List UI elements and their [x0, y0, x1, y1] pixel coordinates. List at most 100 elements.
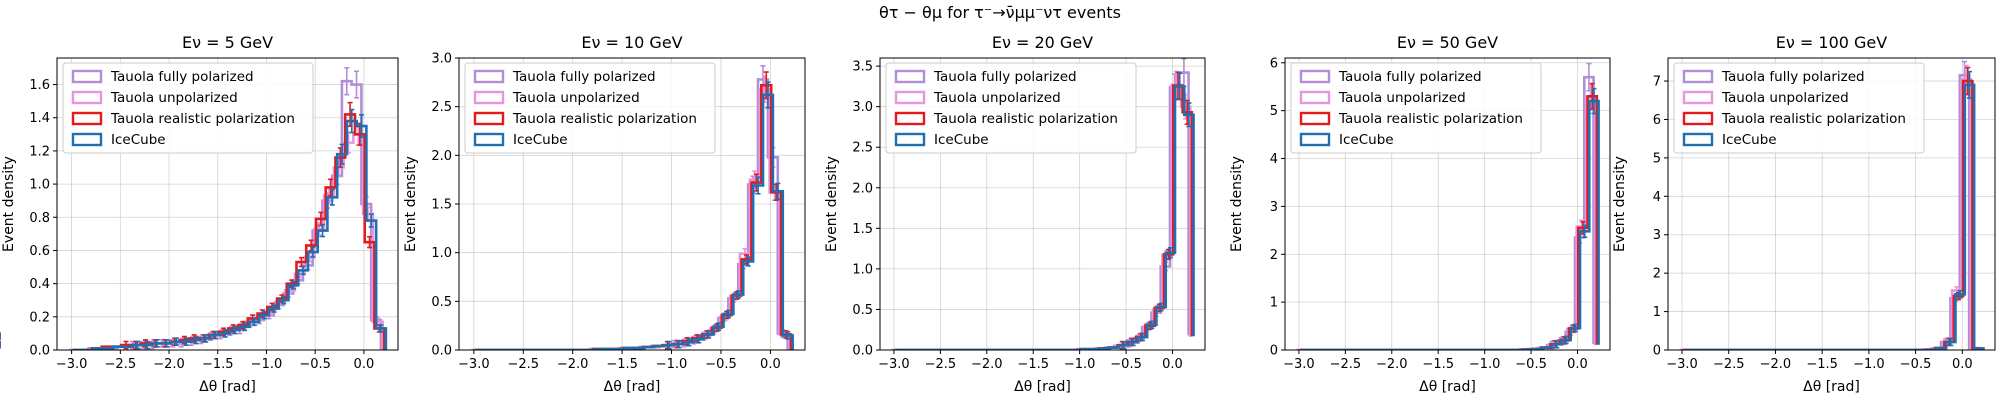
legend-swatch: [894, 69, 926, 84]
panel-3: −3.0 −2.5 −2.0 −1.5 −1.0 −0.5 0.0 0.0 0.5 1.0 1.5 2…: [0, 33, 1206, 395]
legend-swatch: [473, 111, 505, 126]
x-axis-label: Δθ [rad]: [1803, 379, 1860, 395]
x-axis-label: Δθ [rad]: [1419, 379, 1476, 395]
y-tick-label: 1.0: [852, 262, 873, 277]
y-tick-label: 0.2: [29, 310, 50, 325]
legend-swatch: [1299, 111, 1331, 126]
y-tick-label: 1: [1270, 296, 1278, 311]
y-tick-label: 4: [1270, 152, 1278, 167]
x-tick-label: −1.0: [1469, 357, 1501, 372]
legend-swatch: [1299, 90, 1331, 105]
legend-swatch: [894, 90, 926, 105]
x-tick-label: −2.5: [1330, 357, 1362, 372]
y-tick-label: 0.5: [431, 295, 452, 310]
legend-entry: Tauola fully polarized: [110, 69, 254, 85]
x-tick-label: −1.0: [1064, 357, 1096, 372]
legend-entry: Tauola realistic polarization: [1721, 111, 1906, 127]
x-tick-label: −3.0: [56, 357, 88, 372]
y-tick-label: 1.4: [29, 111, 50, 126]
y-tick-label: 1.0: [29, 178, 50, 193]
y-tick-label: 2.0: [852, 181, 873, 196]
y-tick-label: 2: [1270, 248, 1278, 263]
y-tick-label: 4: [1653, 190, 1661, 205]
legend-frame: [885, 62, 1137, 154]
legend-entry: Tauola unpolarized: [933, 90, 1061, 106]
legend-swatch: [473, 69, 505, 84]
y-tick-label: 2.5: [431, 100, 452, 115]
panel-title: Eν = 10 GeV: [581, 33, 682, 52]
y-tick-label: 3: [1653, 228, 1661, 243]
legend-swatch: [894, 111, 926, 126]
x-tick-label: −0.5: [1110, 357, 1142, 372]
y-tick-label: 3.0: [431, 52, 452, 67]
y-tick-label: 3.0: [852, 100, 873, 115]
x-tick-label: −3.0: [458, 357, 490, 372]
legend-swatch: [71, 132, 103, 147]
x-tick-label: −0.5: [705, 357, 737, 372]
legend-entry: Tauola fully polarized: [1338, 69, 1482, 85]
legend-entry: IceCube: [934, 132, 989, 148]
legend-swatch: [1682, 132, 1714, 147]
y-tick-label: 1.6: [29, 78, 50, 93]
legend-entry: Tauola realistic polarization: [933, 111, 1118, 127]
y-tick-label: 1.5: [431, 198, 452, 213]
x-tick-label: 0.0: [1952, 357, 1973, 372]
panel-title: Eν = 50 GeV: [1397, 33, 1498, 52]
y-tick-label: 0.5: [852, 303, 873, 318]
figure-suptitle: θτ − θμ for τ⁻→ν̄μμ⁻ντ events: [879, 3, 1121, 22]
legend-entry: Tauola unpolarized: [1721, 90, 1849, 106]
legend-entry: Tauola realistic polarization: [110, 111, 295, 127]
plot-frame: [879, 57, 1206, 351]
y-tick-label: 0.6: [29, 244, 50, 259]
legend-swatch: [894, 132, 926, 147]
x-tick-label: −2.5: [105, 357, 137, 372]
legend-entry: Tauola realistic polarization: [1338, 111, 1523, 127]
x-axis-label: Δθ [rad]: [1014, 379, 1071, 395]
y-axis-label: Event density: [1612, 156, 1628, 252]
y-tick-label: 5: [1653, 151, 1661, 166]
y-tick-label: 2.5: [852, 141, 873, 156]
x-tick-label: −1.0: [656, 357, 688, 372]
y-tick-label: 0: [1270, 344, 1278, 359]
panel-2: −3.0 −2.5 −2.0 −1.5 −1.0 −0.5 0.0 0.0 0.5 1.0 1.5 2…: [403, 33, 806, 395]
legend-entry: Tauola unpolarized: [110, 90, 238, 106]
x-tick-label: −0.5: [299, 357, 331, 372]
y-tick-label: 0.0: [852, 344, 873, 359]
x-tick-label: −1.5: [1422, 357, 1454, 372]
panel-title: Eν = 5 GeV: [182, 33, 273, 52]
legend-frame: [1673, 62, 1925, 154]
series-step-tauola-fully-polarized: [1679, 73, 1980, 350]
x-tick-label: −2.0: [971, 357, 1003, 372]
legend-swatch: [1682, 69, 1714, 84]
y-tick-label: 1: [1653, 305, 1661, 320]
y-tick-label: 3.5: [852, 60, 873, 75]
legend-entry: IceCube: [1339, 132, 1394, 148]
legend-swatch: [71, 111, 103, 126]
series-step-tauola-unpolarized: [1298, 95, 1597, 350]
x-tick-label: −1.5: [202, 357, 234, 372]
y-axis-label: Event density: [403, 156, 419, 252]
x-axis-label: Δθ [rad]: [604, 379, 661, 395]
x-tick-label: −0.5: [1900, 357, 1932, 372]
x-tick-label: −2.5: [507, 357, 539, 372]
legend-entry: Tauola fully polarized: [512, 69, 656, 85]
panel-title: Eν = 20 GeV: [992, 33, 1093, 52]
x-tick-label: −2.0: [557, 357, 589, 372]
y-tick-label: 5: [1270, 104, 1278, 119]
y-axis-label: Event density: [1, 156, 17, 252]
x-tick-label: −1.0: [251, 357, 283, 372]
y-tick-label: 6: [1270, 56, 1278, 71]
y-tick-label: 1.0: [431, 246, 452, 261]
plot-frame: [1667, 57, 1996, 351]
legend-entry: Tauola fully polarized: [1721, 69, 1865, 85]
panel-1: −3.0 −2.5 −2.0 −1.5 −1.0 −0.5 0.0 0.0 0.2 0.4 0.6 0…: [1, 33, 399, 395]
x-tick-label: −2.0: [153, 357, 185, 372]
x-tick-label: 0.0: [354, 357, 375, 372]
y-axis-label: Event density: [824, 156, 840, 252]
panel-4: −3.0 −2.5 −2.0 −1.5 −1.0 −0.5 0.0 0 1 2 3 4 5 6 Eν = 5…: [0, 33, 1611, 395]
series-step-icecube: [1301, 99, 1600, 350]
x-tick-label: −1.0: [1853, 357, 1885, 372]
plot-frame: [56, 57, 399, 351]
x-tick-label: −1.5: [1806, 357, 1838, 372]
